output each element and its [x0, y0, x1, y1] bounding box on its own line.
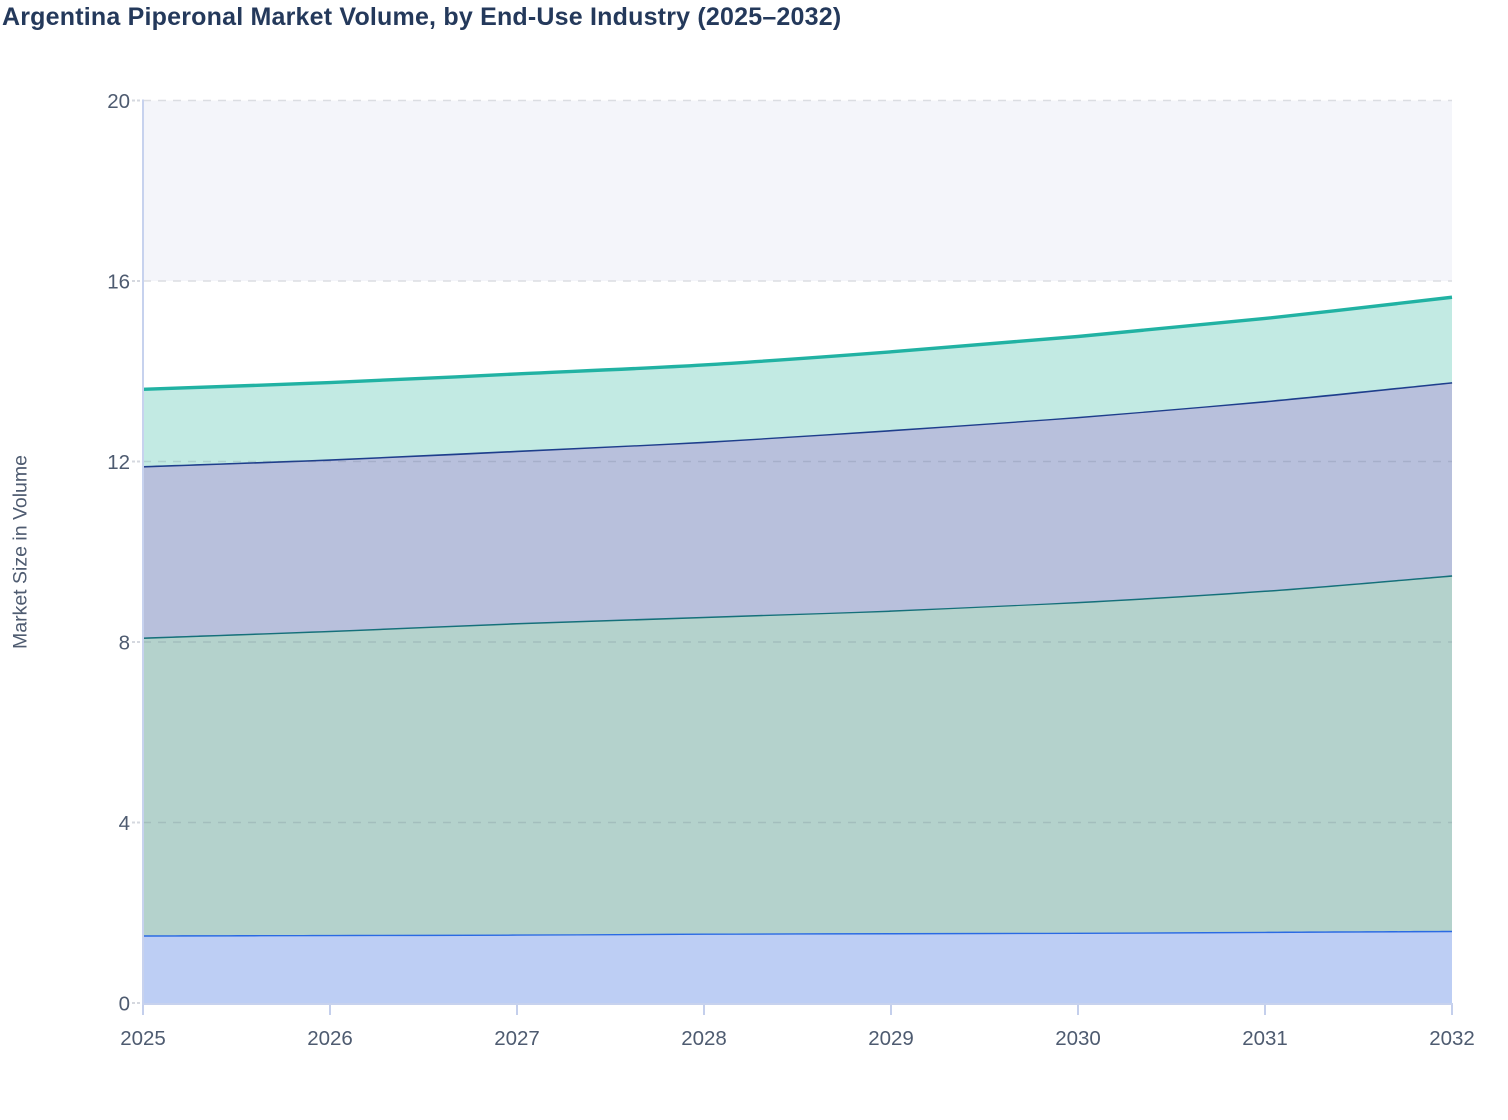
- chart-title: Argentina Piperonal Market Volume, by En…: [2, 3, 842, 31]
- y-tick-label: 20: [107, 90, 130, 113]
- x-tick-label: 2025: [120, 1027, 166, 1050]
- y-tick-label: 8: [119, 631, 130, 654]
- x-tick-label: 2028: [681, 1027, 727, 1050]
- y-tick-label: 4: [119, 812, 130, 835]
- x-tick-label: 2026: [307, 1027, 353, 1050]
- x-tick-label: 2030: [1055, 1027, 1101, 1050]
- line-series-4-teal-top: [142, 295, 1453, 391]
- x-tick-label: 2031: [1242, 1027, 1288, 1050]
- area-series-1-blue-bottom: [143, 930, 1452, 1003]
- y-tick-label: 16: [107, 270, 130, 293]
- area-series-3-navy: [143, 382, 1452, 638]
- grid-band: [143, 100, 1452, 281]
- x-tick-label: 2032: [1429, 1027, 1475, 1050]
- area-series-2-dark-teal: [143, 575, 1452, 936]
- x-tick-label: 2029: [868, 1027, 914, 1050]
- y-tick-label: 12: [107, 451, 130, 474]
- y-tick-label: 0: [119, 992, 130, 1015]
- x-tick-label: 2027: [494, 1027, 540, 1050]
- area-series-4-teal-top: [143, 297, 1452, 467]
